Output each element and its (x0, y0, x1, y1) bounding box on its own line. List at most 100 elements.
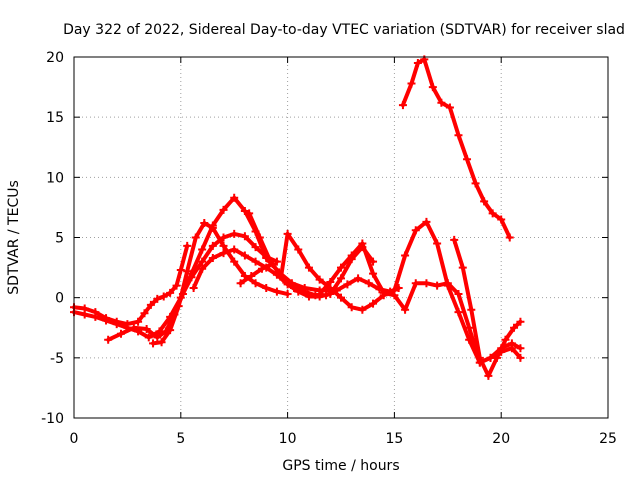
data-point (337, 274, 345, 283)
series-arc-9 (450, 235, 525, 380)
data-point (300, 287, 309, 296)
x-tick-label: 25 (599, 431, 617, 447)
data-point (183, 241, 192, 250)
data-point (208, 253, 217, 262)
data-point (129, 323, 138, 332)
data-point (208, 223, 217, 232)
data-point (433, 239, 442, 248)
y-axis-label: SDTVAR / TECUs (6, 180, 22, 295)
data-point (230, 257, 239, 266)
data-point (437, 98, 446, 107)
data-point (326, 278, 335, 287)
data-point (443, 279, 452, 288)
chart-title: Day 322 of 2022, Sidereal Day-to-day VTE… (63, 22, 625, 38)
data-point (247, 272, 256, 281)
data-point (251, 279, 260, 288)
y-tick-label: 20 (46, 50, 64, 66)
data-point (290, 284, 299, 293)
data-point (104, 335, 113, 344)
y-tick-label: 0 (55, 291, 64, 307)
data-point (407, 79, 416, 88)
data-point (191, 233, 200, 242)
data-point (505, 233, 514, 242)
data-point (219, 233, 228, 242)
data-point (411, 279, 420, 288)
data-point (219, 249, 228, 258)
y-tick-label: -5 (50, 351, 64, 367)
data-point (488, 209, 497, 218)
data-point (516, 344, 525, 353)
data-point (369, 269, 378, 278)
x-tick-label: 10 (279, 431, 297, 447)
data-point (283, 229, 292, 238)
data-point (294, 245, 303, 254)
data-point (358, 305, 367, 314)
series-arc-1 (70, 241, 192, 329)
series-arc-10 (398, 55, 514, 242)
data-point (283, 290, 292, 299)
data-point (266, 257, 275, 266)
data-point (337, 293, 345, 302)
data-point (411, 226, 420, 235)
data-point (354, 274, 363, 283)
data-point (230, 245, 239, 254)
x-tick-label: 15 (385, 431, 403, 447)
data-point (189, 284, 198, 293)
data-point (142, 324, 151, 333)
data-point (272, 287, 281, 296)
data-point (245, 209, 254, 218)
series-line (151, 221, 290, 346)
data-point (369, 299, 378, 308)
data-point (157, 338, 166, 347)
data-point (91, 312, 100, 321)
data-point (187, 269, 196, 278)
y-tick-label: 15 (46, 110, 64, 126)
data-point (149, 339, 158, 348)
data-point (240, 232, 249, 241)
data-point (454, 290, 463, 299)
x-tick-label: 0 (70, 431, 79, 447)
data-point (304, 263, 313, 272)
data-point (347, 303, 356, 312)
data-point (230, 229, 239, 238)
data-point (251, 257, 260, 266)
data-point (445, 103, 454, 112)
data-point (471, 179, 480, 188)
data-point (116, 329, 125, 338)
data-point (200, 219, 209, 228)
data-point (112, 320, 121, 329)
data-point (337, 263, 345, 272)
data-point (166, 288, 175, 297)
x-tick-label: 5 (176, 431, 185, 447)
data-point (262, 284, 271, 293)
data-point (240, 207, 249, 216)
x-tick-label: 20 (492, 431, 510, 447)
data-point (198, 257, 207, 266)
data-point (315, 290, 324, 299)
data-point (475, 353, 484, 362)
data-point (401, 251, 410, 260)
x-axis-label: GPS time / hours (282, 458, 399, 474)
data-point (390, 291, 399, 300)
data-point (277, 272, 286, 281)
data-point (347, 251, 356, 260)
data-point (236, 279, 245, 288)
data-point (153, 294, 162, 303)
data-point (450, 235, 459, 244)
data-point (480, 197, 489, 206)
data-point (240, 251, 249, 260)
grid (74, 57, 608, 418)
y-tick-label: 5 (55, 231, 64, 247)
data-point (458, 263, 467, 272)
data-point (433, 281, 442, 290)
data-point (454, 131, 463, 140)
data-point (134, 317, 143, 326)
data-point (413, 59, 422, 68)
data-point (379, 288, 388, 297)
data-point (454, 308, 463, 317)
y-tick-label: 10 (46, 170, 64, 186)
data-point (422, 279, 431, 288)
data-point (80, 310, 89, 319)
data-point (174, 302, 183, 311)
